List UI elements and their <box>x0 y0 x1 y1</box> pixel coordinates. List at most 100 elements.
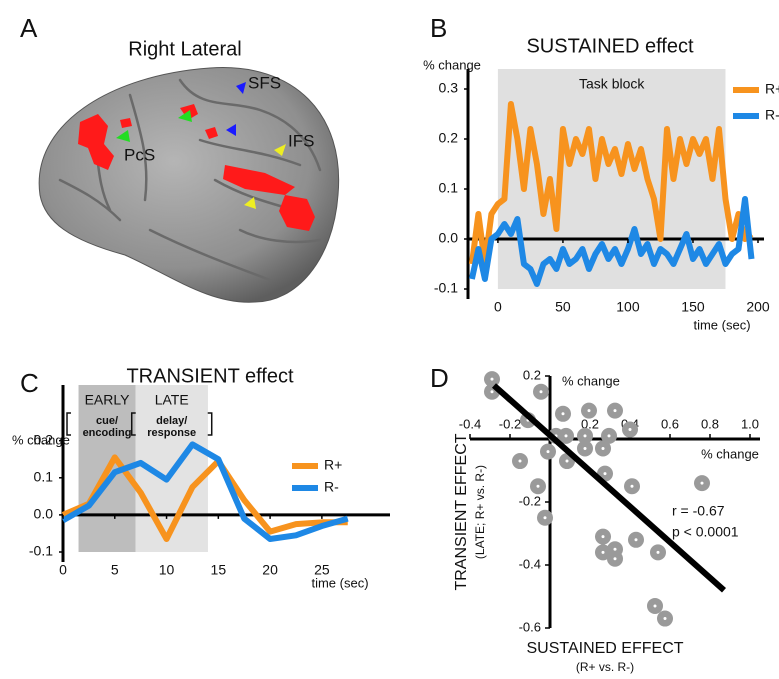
title: TRANSIENT effect <box>126 365 294 387</box>
title: SUSTAINED effect <box>526 35 694 57</box>
panel-letter: A <box>20 13 38 43</box>
annotation: r = -0.67 <box>672 503 725 519</box>
y-axis-title: TRANSIENT EFFECT <box>453 433 470 590</box>
region-label: PcS <box>124 145 155 164</box>
point-center <box>613 557 617 561</box>
point-center <box>546 450 550 454</box>
point-center <box>536 484 540 488</box>
x-tick-label: 5 <box>111 562 119 578</box>
y-tick-label: 0.0 <box>34 506 54 522</box>
y-axis-subtitle: (LATE; R+ vs. R-) <box>473 465 487 559</box>
point-center <box>700 481 704 485</box>
panel-letter: C <box>20 368 39 398</box>
y-tick-label: 0.2 <box>439 130 459 146</box>
fit-line <box>492 383 726 593</box>
point-center <box>564 434 568 438</box>
y-tick-label: 0.1 <box>439 180 459 196</box>
series-line <box>61 441 349 543</box>
series-line <box>468 101 754 267</box>
point-center <box>613 409 617 413</box>
point-center <box>601 535 605 539</box>
point-center <box>630 484 634 488</box>
y-tick-label: 0.1 <box>34 468 54 484</box>
point-center <box>634 538 638 542</box>
panel-letter: D <box>430 363 449 393</box>
region-label: LATE <box>155 392 189 408</box>
bracket <box>130 412 213 436</box>
brain <box>38 67 340 303</box>
x-tick-label: 15 <box>211 562 227 578</box>
point-center <box>583 434 587 438</box>
region-sublabel: delay/ <box>156 415 187 427</box>
point-center <box>561 412 565 416</box>
x-axis-title: time (sec) <box>311 575 368 590</box>
x-tick-label: 200 <box>746 299 770 315</box>
point-center <box>490 377 494 381</box>
x-tick-label: 0 <box>494 299 502 315</box>
point-center <box>663 617 667 621</box>
axis-unit: % change <box>701 446 759 461</box>
point-center <box>518 459 522 463</box>
y-tick-label: 0.3 <box>439 80 459 96</box>
x-tick-label: -0.2 <box>499 416 521 431</box>
y-tick-label: 0.2 <box>34 431 54 447</box>
point-center <box>653 604 657 608</box>
series-line <box>61 454 348 543</box>
legend-label: R+ <box>324 457 342 473</box>
x-tick-label: 0 <box>59 562 67 578</box>
legend-label: R+ <box>765 81 779 97</box>
point-center <box>628 428 632 432</box>
annotation: p < 0.0001 <box>672 524 739 540</box>
y-tick-label: -0.1 <box>29 543 53 559</box>
point-center <box>539 390 543 394</box>
x-axis-subtitle: (R+ vs. R-) <box>576 660 634 674</box>
point-center <box>601 446 605 450</box>
region-sublabel: encoding <box>83 427 132 439</box>
arrowheads <box>116 82 286 209</box>
y-axis-title: % change <box>423 57 481 72</box>
x-tick-label: 50 <box>555 299 571 315</box>
panel-a: A Right Lateral SFS IFS PcS <box>20 13 340 303</box>
series-line <box>468 196 755 287</box>
legend-label: R- <box>765 107 779 123</box>
region-label: Task block <box>579 76 645 92</box>
x-tick-label: -0.4 <box>459 416 481 431</box>
y-tick-label: 0.0 <box>439 230 459 246</box>
point-center <box>583 446 587 450</box>
x-tick-label: 20 <box>262 562 278 578</box>
point-center <box>490 390 494 394</box>
legend-label: R- <box>324 479 339 495</box>
panel-letter: B <box>430 13 447 43</box>
point-center <box>565 459 569 463</box>
point-center <box>613 547 617 551</box>
region-label: EARLY <box>85 392 131 408</box>
region-label: IFS <box>288 131 314 150</box>
x-tick-label: 0.2 <box>581 416 599 431</box>
point-center <box>607 434 611 438</box>
point-center <box>601 550 605 554</box>
axis-unit: % change <box>562 373 620 388</box>
x-tick-label: 1.0 <box>741 416 759 431</box>
region-sublabel: response <box>147 427 196 439</box>
point-center <box>543 516 547 520</box>
x-tick-label: 0.8 <box>701 416 719 431</box>
x-tick-label: 0.6 <box>661 416 679 431</box>
y-tick-label: -0.6 <box>519 619 541 634</box>
region-sublabel: cue/ <box>96 415 118 427</box>
y-tick-label: -0.2 <box>519 493 541 508</box>
activation <box>78 104 315 231</box>
point-center <box>656 550 660 554</box>
panel-title: Right Lateral <box>128 38 241 60</box>
x-axis-title: time (sec) <box>693 317 750 332</box>
sulci <box>58 78 322 282</box>
x-tick-label: 150 <box>681 299 705 315</box>
x-tick-label: 100 <box>616 299 640 315</box>
x-tick-label: 25 <box>314 562 330 578</box>
point-center <box>587 409 591 413</box>
point-center <box>603 472 607 476</box>
y-tick-label: -0.4 <box>519 556 541 571</box>
x-axis-title: SUSTAINED EFFECT <box>526 640 683 657</box>
y-axis-title: % change <box>12 432 70 447</box>
y-tick-label: 0.2 <box>523 367 541 382</box>
